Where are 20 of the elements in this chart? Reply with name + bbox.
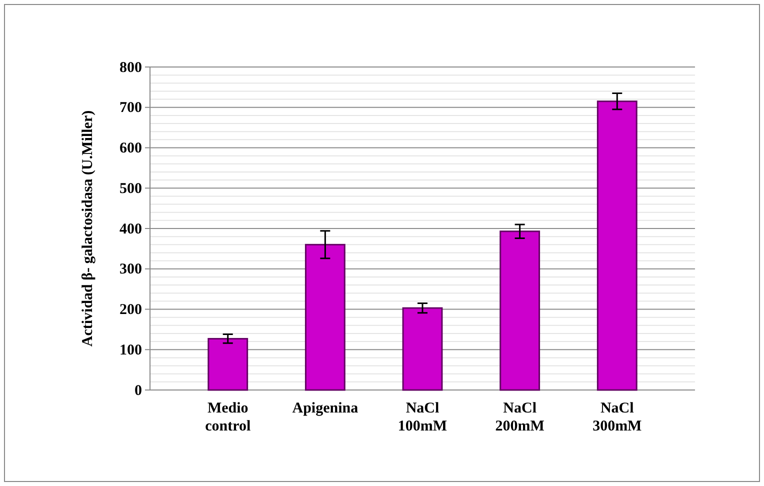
x-tick-label: Apigenina [292, 400, 359, 416]
bar [304, 244, 346, 391]
y-tick-label: 600 [120, 140, 142, 157]
x-tick-label: NaCl 300mM [592, 400, 642, 434]
y-tick-label: 100 [120, 342, 142, 358]
y-tick-label: 300 [120, 262, 142, 278]
bar [596, 100, 638, 391]
y-tick-label: 0 [134, 382, 142, 399]
y-tick-label: 400 [120, 221, 142, 238]
y-tick-label: 800 [120, 60, 142, 76]
bar [402, 307, 443, 391]
bar [208, 338, 248, 391]
x-tick-label: NaCl 100mM [398, 400, 448, 434]
bar [500, 230, 540, 391]
y-tick-label: 200 [120, 302, 142, 318]
y-axis-title: Actividad β- galactosidasa (U.Miller) [80, 110, 96, 347]
x-tick-label: NaCl 200mM [495, 400, 544, 434]
x-tick-label: Medio control [205, 400, 251, 434]
y-tick-label: 500 [120, 180, 142, 197]
y-tick-label: 700 [120, 100, 142, 116]
